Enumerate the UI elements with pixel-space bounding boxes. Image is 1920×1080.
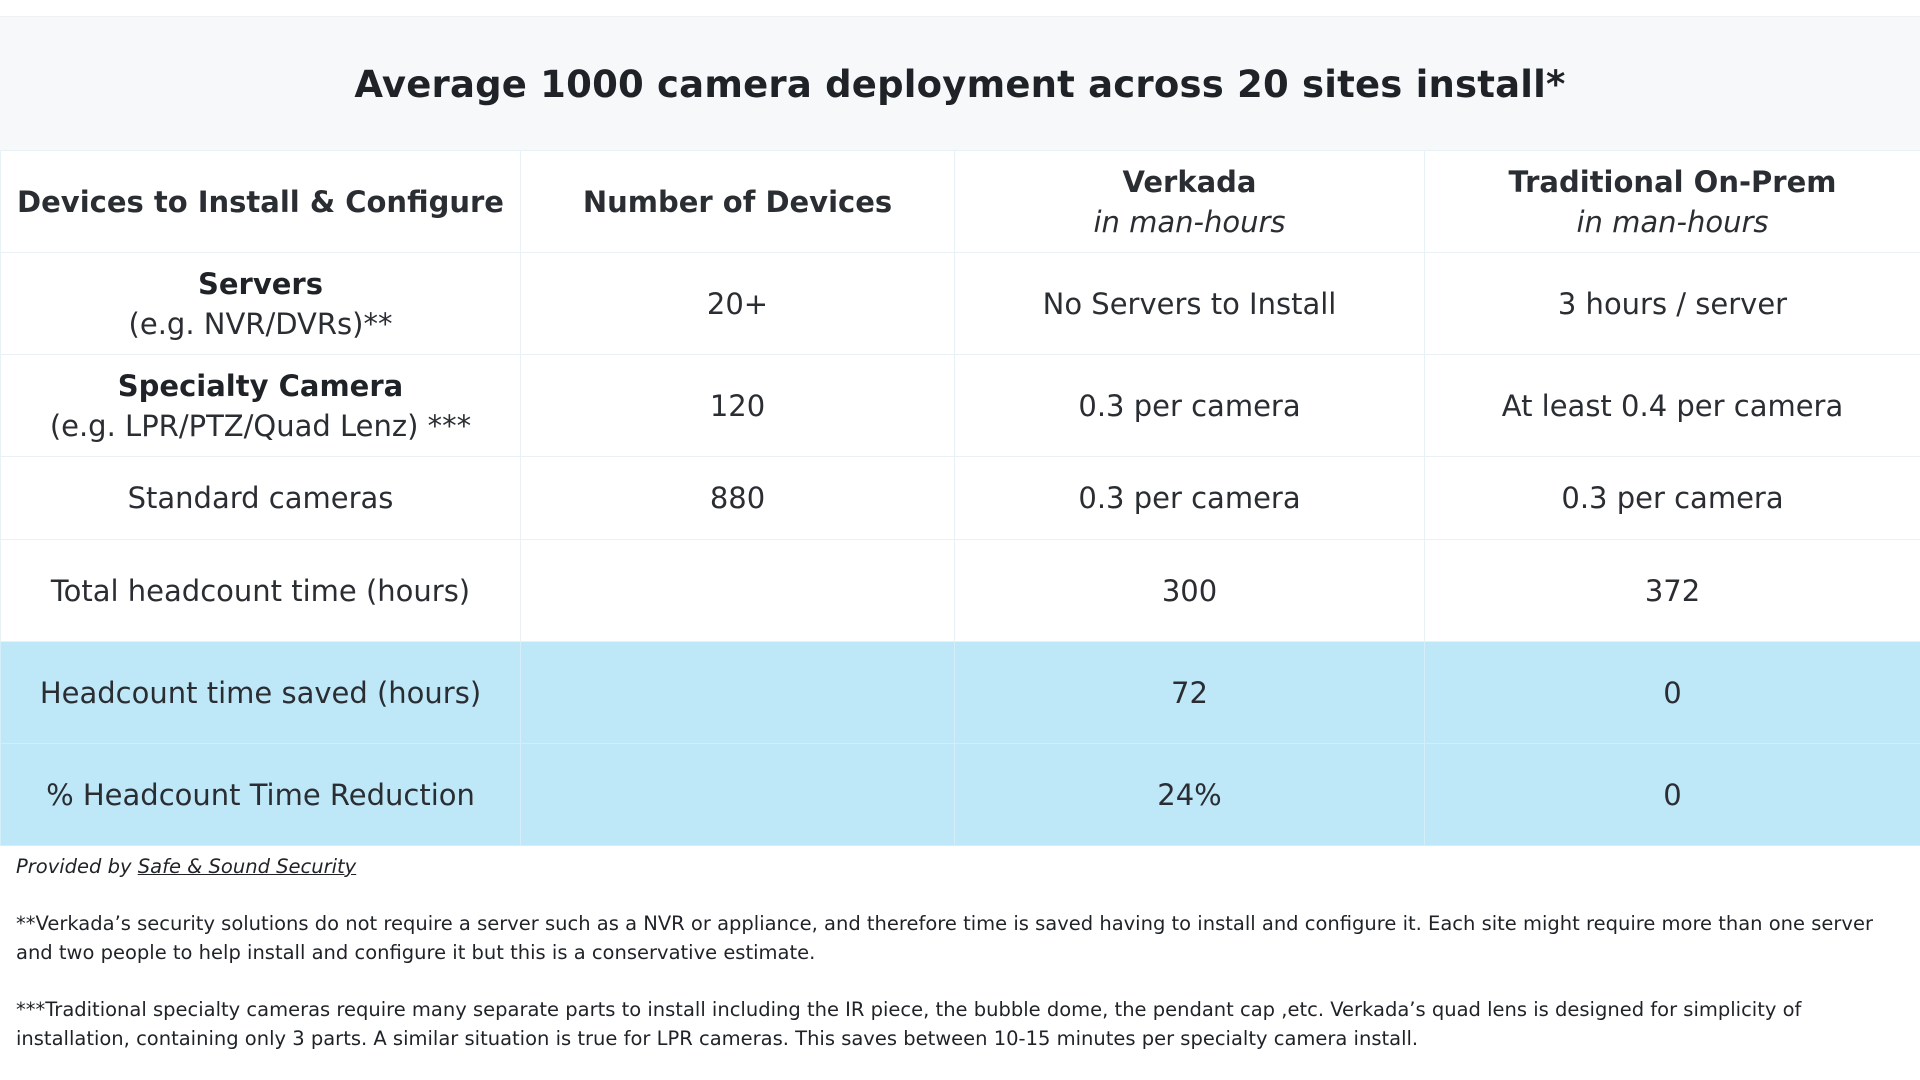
device-count: 120 (520, 354, 955, 457)
row-label: Total headcount time (hours) (0, 539, 521, 642)
header-traditional-title: Traditional On-Prem (1508, 164, 1837, 199)
footnote-servers: **Verkada’s security solutions do not re… (16, 912, 1873, 964)
device-count: 880 (520, 456, 955, 540)
traditional-value: 0 (1424, 743, 1920, 846)
row-label-cell: Specialty Camera (e.g. LPR/PTZ/Quad Lenz… (0, 354, 521, 457)
header-verkada-title: Verkada (1122, 164, 1257, 199)
table-row-specialty-camera: Specialty Camera (e.g. LPR/PTZ/Quad Lenz… (0, 354, 1920, 457)
header-number-of-devices: Number of Devices (520, 150, 955, 253)
footnotes: Provided by Safe & Sound Security **Verk… (16, 852, 1876, 1053)
verkada-value: No Servers to Install (954, 252, 1425, 355)
row-label: Servers (198, 266, 323, 301)
table-row-total-headcount: Total headcount time (hours) 300 372 (0, 539, 1920, 642)
title-bar: Average 1000 camera deployment across 20… (0, 16, 1920, 151)
verkada-value: 300 (954, 539, 1425, 642)
header-traditional: Traditional On-Prem in man-hours (1424, 150, 1920, 253)
verkada-value: 0.3 per camera (954, 354, 1425, 457)
verkada-value: 0.3 per camera (954, 456, 1425, 540)
traditional-value: 0 (1424, 641, 1920, 744)
row-label-sub: (e.g. LPR/PTZ/Quad Lenz) *** (49, 408, 472, 443)
provided-by-prefix: Provided by (16, 855, 132, 878)
row-label: Headcount time saved (hours) (0, 641, 521, 744)
traditional-value: 372 (1424, 539, 1920, 642)
device-count (520, 743, 955, 846)
row-label: Specialty Camera (117, 368, 404, 403)
page-title: Average 1000 camera deployment across 20… (354, 62, 1566, 106)
footnote-specialty-cameras: ***Traditional specialty cameras require… (16, 998, 1802, 1050)
traditional-value: At least 0.4 per camera (1424, 354, 1920, 457)
row-label-cell: Servers (e.g. NVR/DVRs)** (0, 252, 521, 355)
row-label: Standard cameras (0, 456, 521, 540)
header-verkada: Verkada in man-hours (954, 150, 1425, 253)
row-label: % Headcount Time Reduction (0, 743, 521, 846)
traditional-value: 3 hours / server (1424, 252, 1920, 355)
header-devices: Devices to Install & Configure (0, 150, 521, 253)
traditional-value: 0.3 per camera (1424, 456, 1920, 540)
verkada-value: 24% (954, 743, 1425, 846)
table-row-standard-cameras: Standard cameras 880 0.3 per camera 0.3 … (0, 456, 1920, 540)
device-count: 20+ (520, 252, 955, 355)
header-verkada-unit: in man-hours (1093, 204, 1286, 239)
table-header-row: Devices to Install & Configure Number of… (0, 150, 1920, 253)
device-count (520, 641, 955, 744)
table-row-time-reduction: % Headcount Time Reduction 24% 0 (0, 743, 1920, 846)
provided-by: Provided by Safe & Sound Security (16, 852, 1876, 881)
comparison-table: Devices to Install & Configure Number of… (0, 150, 1920, 846)
table-row-servers: Servers (e.g. NVR/DVRs)** 20+ No Servers… (0, 252, 1920, 355)
row-label-sub: (e.g. NVR/DVRs)** (128, 306, 393, 341)
table-row-time-saved: Headcount time saved (hours) 72 0 (0, 641, 1920, 744)
device-count (520, 539, 955, 642)
header-traditional-unit: in man-hours (1576, 204, 1769, 239)
provider-link[interactable]: Safe & Sound Security (137, 855, 357, 878)
verkada-value: 72 (954, 641, 1425, 744)
